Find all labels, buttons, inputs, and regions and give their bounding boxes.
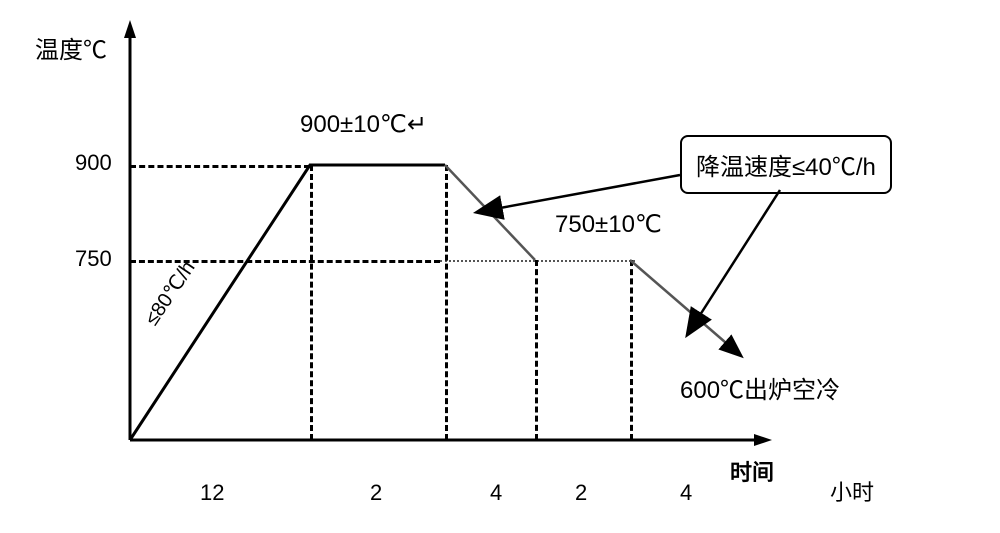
dash-v-2 bbox=[445, 165, 448, 440]
dur-2: 4 bbox=[490, 480, 502, 506]
dur-1: 2 bbox=[370, 480, 382, 506]
dur-0: 12 bbox=[200, 480, 224, 506]
dash-h-900 bbox=[130, 165, 310, 168]
label-mid-plateau: 750±10℃ bbox=[555, 210, 662, 239]
dash-v-1 bbox=[310, 165, 313, 440]
x-axis-arrowhead bbox=[754, 434, 772, 446]
callout-box: 降温速度≤40℃/h bbox=[680, 135, 892, 194]
x-axis-unit: 小时 bbox=[830, 475, 874, 507]
dur-3: 2 bbox=[575, 480, 587, 506]
profile-cool2 bbox=[630, 260, 740, 355]
y-axis-arrowhead bbox=[124, 20, 136, 38]
callout-arrow-2 bbox=[700, 190, 780, 315]
x-axis-label: 时间 bbox=[730, 455, 774, 487]
label-ramp-up: ≤80℃/h bbox=[139, 256, 200, 330]
y-tick-750: 750 bbox=[75, 246, 112, 272]
callout-arrow-1 bbox=[500, 175, 680, 208]
diagram-canvas: 温度℃ 900 750 900±10℃↵ ≤80℃/h 750±10℃ 600℃… bbox=[0, 0, 1000, 533]
svg-overlay bbox=[0, 0, 1000, 533]
profile-cool1 bbox=[445, 165, 535, 260]
label-top-plateau: 900±10℃↵ bbox=[300, 110, 427, 139]
label-final: 600℃出炉空冷 bbox=[680, 370, 840, 405]
y-axis-label: 温度℃ bbox=[35, 30, 107, 65]
dash-v-4 bbox=[630, 260, 633, 440]
dash-v-3 bbox=[535, 260, 538, 440]
dur-4: 4 bbox=[680, 480, 692, 506]
y-tick-900: 900 bbox=[75, 150, 112, 176]
